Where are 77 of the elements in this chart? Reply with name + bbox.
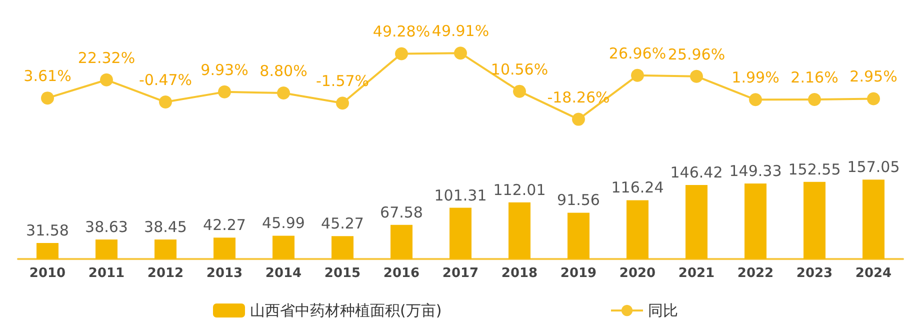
- data-label: 38.63: [85, 218, 128, 236]
- x-tick-label: 2013: [206, 266, 243, 281]
- data-label: -18.26%: [547, 88, 610, 106]
- bar: [804, 182, 826, 259]
- bar: [332, 236, 354, 259]
- data-label: 157.05: [847, 158, 900, 176]
- data-label: 8.80%: [260, 62, 308, 80]
- bar: [36, 243, 58, 259]
- bar: [214, 238, 236, 259]
- x-tick-label: 2023: [796, 266, 833, 281]
- legend-label: 同比: [648, 302, 678, 320]
- x-tick-label: 2020: [619, 266, 656, 281]
- data-label: 31.58: [26, 222, 69, 240]
- data-label: 38.45: [144, 218, 187, 236]
- x-tick-label: 2015: [324, 266, 361, 281]
- point: [513, 84, 526, 98]
- data-label: 45.99: [262, 214, 305, 232]
- point: [808, 92, 821, 106]
- bar: [686, 184, 708, 259]
- data-label: 10.56%: [490, 60, 548, 78]
- x-tick-label: 2016: [383, 266, 420, 281]
- data-label: 2.16%: [790, 68, 838, 86]
- point: [41, 92, 54, 105]
- data-label: 49.91%: [432, 22, 490, 40]
- bar: [154, 240, 176, 259]
- bar: [272, 236, 294, 259]
- point: [395, 47, 408, 60]
- data-label: 22.32%: [78, 48, 136, 67]
- bar: [862, 180, 884, 259]
- bar: [568, 212, 590, 259]
- legend-label: 山西省中药材种植面积(万亩): [250, 302, 442, 320]
- bar: [390, 224, 412, 259]
- data-label: 149.33: [729, 162, 782, 180]
- data-label: 101.31: [434, 186, 487, 204]
- x-tick-label: 2012: [147, 266, 184, 281]
- point: [454, 46, 467, 60]
- point: [218, 85, 231, 98]
- x-tick-label: 2022: [737, 266, 774, 281]
- bar: [96, 239, 118, 259]
- point: [690, 70, 703, 83]
- data-label: 116.24: [611, 178, 664, 197]
- point: [159, 96, 172, 109]
- bar: [450, 208, 472, 259]
- bar: [508, 202, 530, 259]
- data-label: 3.61%: [24, 67, 72, 86]
- data-label: -0.47%: [138, 71, 192, 90]
- data-label: 42.27: [203, 216, 246, 234]
- data-label: 25.96%: [668, 45, 726, 64]
- data-label: 26.96%: [608, 44, 666, 62]
- x-tick-label: 2021: [678, 266, 715, 281]
- x-tick-label: 2019: [560, 266, 597, 281]
- data-label: 49.28%: [372, 22, 430, 41]
- data-label: -1.57%: [316, 72, 370, 90]
- x-tick-label: 2018: [501, 266, 538, 281]
- x-tick-label: 2017: [442, 266, 479, 281]
- x-tick-label: 2014: [265, 266, 302, 281]
- point: [749, 93, 762, 106]
- x-tick-label: 2010: [29, 266, 66, 281]
- data-label: 2.95%: [850, 68, 898, 86]
- point: [277, 86, 290, 100]
- data-label: 9.93%: [200, 60, 248, 79]
- data-label: 152.55: [788, 160, 841, 178]
- data-label: 146.42: [670, 163, 723, 182]
- data-label: 1.99%: [732, 68, 780, 87]
- x-tick-label: 2011: [88, 266, 125, 281]
- x-tick-label: 2024: [855, 266, 892, 281]
- point: [867, 92, 880, 106]
- point: [336, 96, 349, 110]
- data-label: 91.56: [557, 191, 600, 210]
- data-label: 112.01: [493, 180, 546, 199]
- bar: [744, 184, 766, 259]
- data-label: 45.27: [321, 214, 364, 233]
- point: [572, 112, 585, 126]
- data-label: 67.58: [380, 203, 423, 222]
- point: [100, 73, 113, 86]
- point: [631, 68, 644, 82]
- bar: [626, 200, 648, 259]
